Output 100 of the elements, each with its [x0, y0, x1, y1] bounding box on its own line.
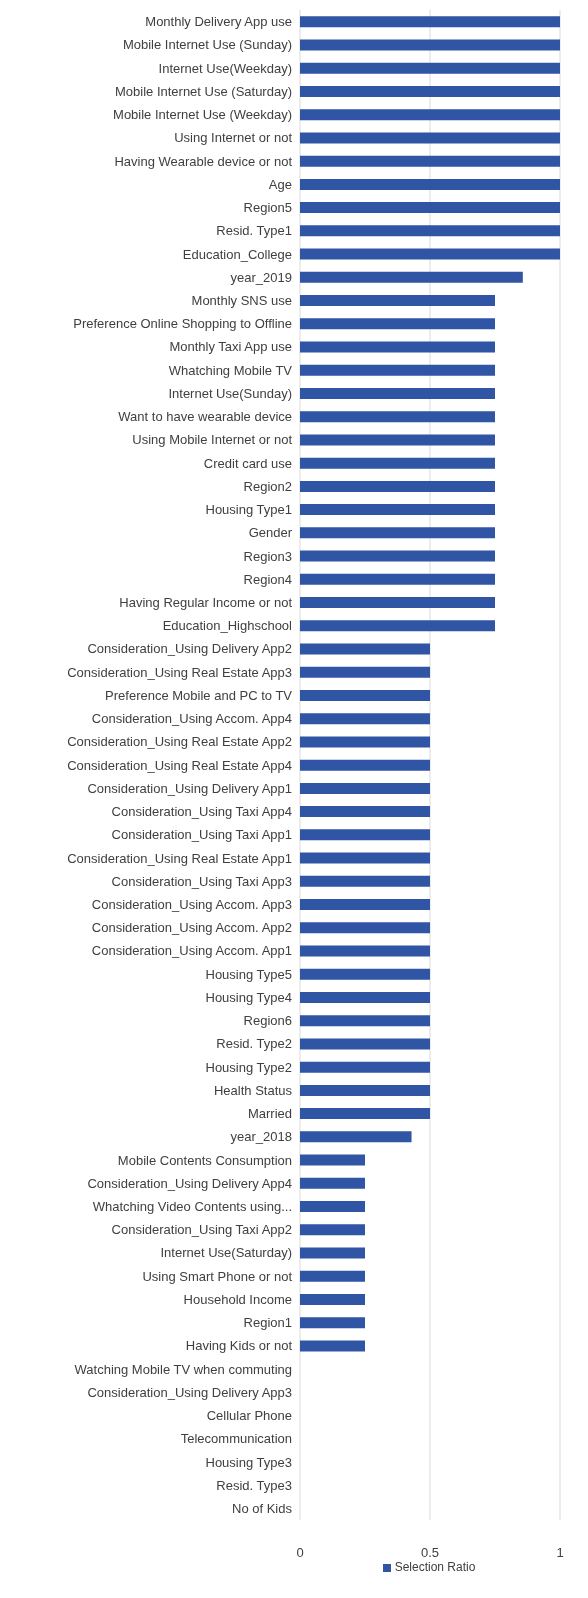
y-tick-label: Monthly Delivery App use	[145, 14, 292, 30]
y-tick-label: Region1	[243, 1315, 292, 1331]
y-tick-label: Mobile Internet Use (Sunday)	[122, 37, 292, 53]
bar	[300, 1340, 365, 1352]
bar	[300, 1084, 430, 1096]
bar	[300, 271, 523, 283]
bar	[300, 480, 495, 492]
y-tick-label: Having Wearable device or not	[114, 153, 293, 169]
y-tick-label: Consideration_Using Accom. App1	[91, 943, 292, 959]
y-tick-label: Mobile Contents Consumption	[117, 1152, 292, 1168]
bar	[300, 155, 560, 167]
y-tick-label: Consideration_Using Taxi App2	[111, 1222, 292, 1238]
bar	[300, 62, 560, 74]
bar	[300, 1293, 365, 1305]
bar	[300, 666, 430, 678]
bar	[300, 1317, 365, 1329]
bar	[300, 341, 495, 353]
bar	[300, 295, 495, 307]
bar	[300, 109, 560, 121]
bar	[300, 1247, 365, 1259]
bar	[300, 1154, 365, 1166]
bar	[300, 1270, 365, 1282]
bar	[300, 1061, 430, 1073]
y-tick-label: Consideration_Using Accom. App2	[91, 920, 292, 936]
y-tick-label: Housing Type1	[205, 502, 292, 518]
y-tick-label: Housing Type3	[205, 1454, 292, 1470]
bar	[300, 178, 560, 190]
y-tick-label: Having Kids or not	[185, 1338, 293, 1354]
bar	[300, 364, 495, 376]
bar	[300, 85, 560, 97]
bar	[300, 457, 495, 469]
y-tick-label: Consideration_Using Delivery App4	[87, 1175, 292, 1191]
y-tick-label: Consideration_Using Delivery App3	[87, 1384, 292, 1400]
y-tick-label: Consideration_Using Delivery App1	[87, 780, 292, 796]
bar	[300, 411, 495, 423]
y-tick-label: Household Income	[183, 1291, 292, 1307]
bar	[300, 945, 430, 957]
y-tick-label: Mobile Internet Use (Saturday)	[114, 83, 292, 99]
bar	[300, 620, 495, 632]
y-tick-label: Resid. Type1	[216, 223, 292, 239]
bar	[300, 434, 495, 446]
y-tick-label: Consideration_Using Real Estate App4	[67, 757, 292, 773]
y-tick-label: Consideration_Using Real Estate App3	[67, 664, 292, 680]
y-tick-label: Internet Use(Sunday)	[168, 385, 292, 401]
y-tick-label: Consideration_Using Accom. App3	[91, 897, 292, 912]
bar	[300, 597, 495, 609]
y-tick-label: Housing Type5	[205, 966, 292, 982]
y-tick-label: Whatching Mobile TV	[168, 362, 293, 378]
bar	[300, 1038, 430, 1050]
y-tick-label: Housing Type2	[205, 1059, 292, 1075]
y-tick-label: Mobile Internet Use (Weekday)	[113, 107, 292, 123]
bar	[300, 829, 430, 841]
y-tick-label: Housing Type4	[205, 989, 292, 1005]
bar	[300, 991, 430, 1003]
bar	[300, 782, 430, 794]
y-tick-label: No of Kids	[232, 1501, 293, 1516]
y-tick-label: Education_Highschool	[162, 618, 293, 634]
y-tick-label: Preference Mobile and PC to TV	[105, 687, 293, 703]
bar	[300, 852, 430, 864]
bar	[300, 1201, 365, 1213]
bar	[300, 1177, 365, 1189]
y-tick-label: Region6	[243, 1013, 292, 1029]
bar	[300, 968, 430, 980]
y-tick-label: Region3	[243, 548, 292, 564]
bar	[300, 387, 495, 399]
bar	[300, 318, 495, 330]
y-tick-label: Married	[247, 1106, 292, 1122]
y-tick-label: Consideration_Using Real Estate App1	[67, 850, 292, 866]
bar	[300, 713, 430, 725]
y-tick-label: Consideration_Using Real Estate App2	[67, 734, 292, 750]
bar	[300, 225, 560, 237]
bar	[300, 643, 430, 655]
y-tick-label: Monthly SNS use	[191, 293, 292, 308]
bar	[300, 132, 560, 144]
y-tick-label: Consideration_Using Taxi App1	[111, 827, 292, 843]
y-tick-label: Using Internet or not	[174, 130, 293, 146]
y-tick-label: Having Regular Income or not	[119, 595, 293, 610]
y-tick-label: Using Smart Phone or not	[142, 1268, 293, 1284]
y-tick-label: Region5	[243, 200, 292, 216]
bar	[300, 806, 430, 818]
bar	[300, 1015, 430, 1027]
y-tick-label: Resid. Type3	[216, 1477, 292, 1493]
bar	[300, 899, 430, 911]
bar	[300, 922, 430, 934]
y-tick-label: Gender	[248, 525, 293, 541]
y-tick-label: Credit card use	[203, 455, 292, 471]
bar	[300, 504, 495, 516]
y-tick-label: Preference Online Shopping to Offline	[73, 316, 292, 332]
legend-label: Selection Ratio	[394, 1560, 476, 1574]
y-tick-label: Using Mobile Internet or not	[132, 432, 293, 448]
bar	[300, 736, 430, 748]
y-tick-label: Consideration_Using Taxi App3	[111, 873, 292, 889]
bar	[300, 875, 430, 887]
y-tick-label: Want to have wearable device	[118, 409, 292, 425]
y-tick-label: Cellular Phone	[206, 1408, 292, 1424]
x-tick-label: 0	[296, 1545, 304, 1561]
y-tick-label: Internet Use(Weekday)	[158, 60, 292, 76]
y-tick-label: Internet Use(Saturday)	[160, 1245, 292, 1261]
x-tick-label: 1	[556, 1545, 564, 1561]
y-tick-label: Resid. Type2	[216, 1036, 292, 1052]
